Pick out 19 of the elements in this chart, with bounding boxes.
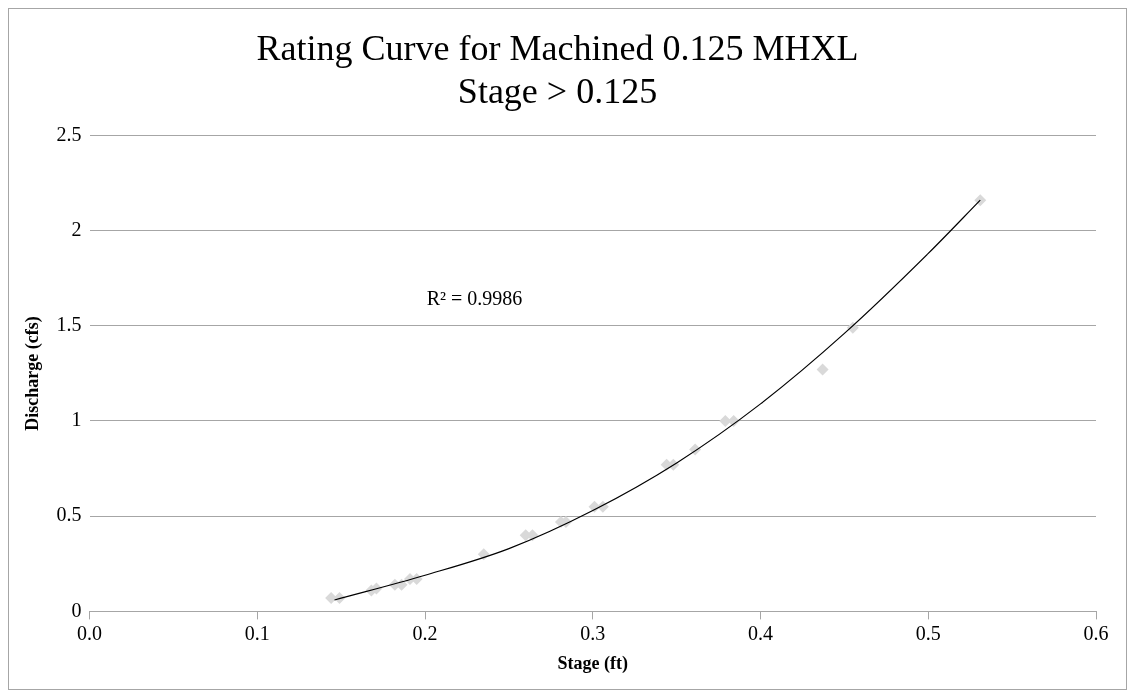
x-axis-title: Stage (ft) — [557, 652, 629, 674]
y-tick-label: 1.5 — [56, 313, 82, 336]
y-tick-label: 2 — [71, 217, 82, 240]
chart-title: Rating Curve for Machined 0.125 MHXL Stage > 0.125 — [256, 28, 859, 112]
annotation: R² = 0.9986 — [426, 286, 523, 309]
point — [974, 194, 987, 207]
y-tick-label: 2.5 — [56, 122, 82, 145]
x-tick-label: 0.4 — [748, 621, 774, 644]
point — [816, 363, 829, 376]
y-tick-label: 1 — [71, 408, 82, 431]
x-tick-label: 0.5 — [915, 621, 941, 644]
x-tick-label: 0.3 — [580, 621, 606, 644]
y-axis-title: Discharge (cfs) — [22, 316, 44, 431]
x-tick-label: 0.1 — [244, 621, 270, 644]
y-tick-label: 0.5 — [56, 503, 82, 526]
y-tick-label: 0 — [71, 598, 82, 621]
x-tick-label: 0.0 — [77, 621, 103, 644]
x-tick-label: 0.6 — [1083, 621, 1109, 644]
x-tick-label: 0.2 — [412, 621, 438, 644]
